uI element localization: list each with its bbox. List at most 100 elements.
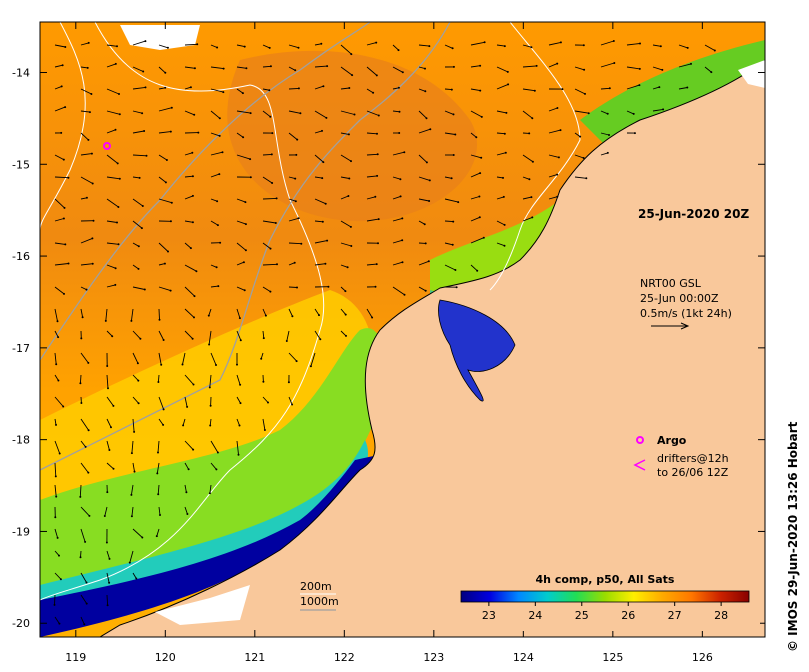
current-vector-head-icon <box>60 85 63 88</box>
current-vector-head-icon <box>164 86 167 89</box>
scale-arrow-head-icon <box>680 322 690 330</box>
current-vector-head-icon <box>350 245 353 247</box>
current-vector-head-icon <box>299 112 302 115</box>
current-vector-icon <box>210 173 220 178</box>
current-vector-icon <box>418 286 426 292</box>
y-tick-label: -18 <box>12 434 30 447</box>
current-vector-head-icon <box>191 151 194 154</box>
current-vector-icon <box>157 484 160 495</box>
current-vector-head-icon <box>450 177 453 180</box>
current-vector-head-icon <box>208 492 211 495</box>
current-vector-icon <box>470 132 477 138</box>
current-vector-head-icon <box>269 290 272 293</box>
current-vector-head-icon <box>239 383 242 386</box>
current-vector-head-icon <box>478 216 481 219</box>
current-vector-icon <box>286 330 290 342</box>
current-vector-icon <box>132 220 143 229</box>
current-vector-icon <box>522 65 537 68</box>
current-vector-head-icon <box>91 237 94 240</box>
current-vector-icon <box>288 286 298 288</box>
current-vector-head-icon <box>423 223 426 226</box>
current-vector-icon <box>444 242 453 246</box>
current-vector-head-icon <box>63 292 65 295</box>
current-vector-head-icon <box>375 74 378 77</box>
current-vector-head-icon <box>218 134 221 137</box>
current-vector-icon <box>236 418 240 426</box>
current-vector-head-icon <box>350 160 352 163</box>
current-vector-icon <box>600 87 610 90</box>
current-vector-head-icon <box>582 44 585 47</box>
current-vector-head-icon <box>452 113 455 116</box>
current-vector-icon <box>80 352 89 364</box>
current-vector-icon <box>522 44 532 48</box>
current-vector-icon <box>106 110 120 115</box>
current-vector-head-icon <box>397 86 400 89</box>
current-vector-icon <box>209 418 212 426</box>
current-vector-head-icon <box>479 172 482 175</box>
current-vector-head-icon <box>222 67 225 70</box>
current-vector-icon <box>626 110 634 115</box>
current-vector-icon <box>288 132 298 140</box>
current-vector-icon <box>106 129 116 134</box>
current-vector-icon <box>54 330 59 338</box>
current-vector-head-icon <box>103 515 106 517</box>
current-vector-icon <box>54 550 60 556</box>
current-vector-icon <box>158 242 169 252</box>
current-vector-head-icon <box>243 289 246 292</box>
current-vector-icon <box>262 396 269 403</box>
current-vector-head-icon <box>608 87 611 90</box>
current-vector-icon <box>340 195 349 200</box>
current-vector-head-icon <box>84 540 87 543</box>
current-vector-icon <box>340 44 352 55</box>
current-vector-head-icon <box>141 536 144 539</box>
current-vector-icon <box>54 242 66 245</box>
current-vector-head-icon <box>587 112 590 115</box>
plot-frame <box>39 21 766 638</box>
current-vector-icon <box>392 217 403 222</box>
current-vector-head-icon <box>114 62 117 65</box>
current-vector-head-icon <box>165 159 168 161</box>
current-vector-icon <box>54 528 59 539</box>
current-vector-head-icon <box>399 195 402 198</box>
current-vector-head-icon <box>690 62 692 65</box>
current-vector-head-icon <box>130 515 133 518</box>
current-vector-head-icon <box>141 205 144 207</box>
current-vector-head-icon <box>639 42 641 45</box>
current-vector-icon <box>444 110 454 115</box>
current-vector-icon <box>600 152 608 156</box>
current-vector-icon <box>54 263 69 266</box>
current-vector-icon <box>54 85 62 90</box>
current-vector-icon <box>158 352 162 365</box>
current-vector-icon <box>132 352 139 364</box>
current-vector-head-icon <box>143 130 146 132</box>
current-vector-icon <box>496 44 505 47</box>
current-vector-icon <box>106 330 113 337</box>
current-vector-head-icon <box>182 424 185 427</box>
current-vector-head-icon <box>398 132 401 134</box>
current-vector-icon <box>80 286 87 291</box>
current-vector-head-icon <box>293 261 296 264</box>
current-vector-head-icon <box>67 176 70 179</box>
current-vector-head-icon <box>397 49 400 52</box>
current-vector-head-icon <box>87 471 90 474</box>
current-vector-icon <box>444 198 459 203</box>
current-vector-icon <box>678 63 692 68</box>
current-vector-icon <box>130 484 134 495</box>
current-vector-head-icon <box>140 227 143 230</box>
current-vector-head-icon <box>128 561 131 564</box>
current-vector-icon <box>574 110 589 114</box>
current-vector-head-icon <box>169 220 172 223</box>
current-vector-icon <box>366 218 379 222</box>
current-vector-head-icon <box>244 223 247 226</box>
current-vector-icon <box>522 176 530 180</box>
current-vector-head-icon <box>269 247 272 250</box>
current-vector-head-icon <box>585 177 588 180</box>
current-vector-head-icon <box>112 404 115 407</box>
current-vector-head-icon <box>269 115 272 118</box>
current-vector-head-icon <box>268 46 271 49</box>
current-vector-icon <box>678 87 688 90</box>
current-vector-icon <box>314 130 323 134</box>
current-vector-head-icon <box>275 197 278 200</box>
current-vector-icon <box>106 220 118 223</box>
current-vector-icon <box>288 308 293 317</box>
